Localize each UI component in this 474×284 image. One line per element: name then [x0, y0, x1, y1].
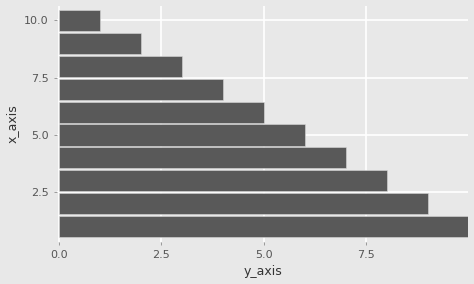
- Bar: [59, 56, 182, 77]
- X-axis label: y_axis: y_axis: [243, 266, 282, 278]
- Bar: [59, 79, 223, 100]
- Bar: [59, 10, 100, 31]
- Bar: [59, 147, 346, 168]
- Bar: [59, 33, 141, 54]
- Y-axis label: x_axis: x_axis: [6, 104, 18, 143]
- Bar: [59, 216, 468, 237]
- Bar: [59, 170, 387, 191]
- Bar: [59, 102, 264, 123]
- Bar: [59, 193, 428, 214]
- Bar: [59, 124, 305, 146]
